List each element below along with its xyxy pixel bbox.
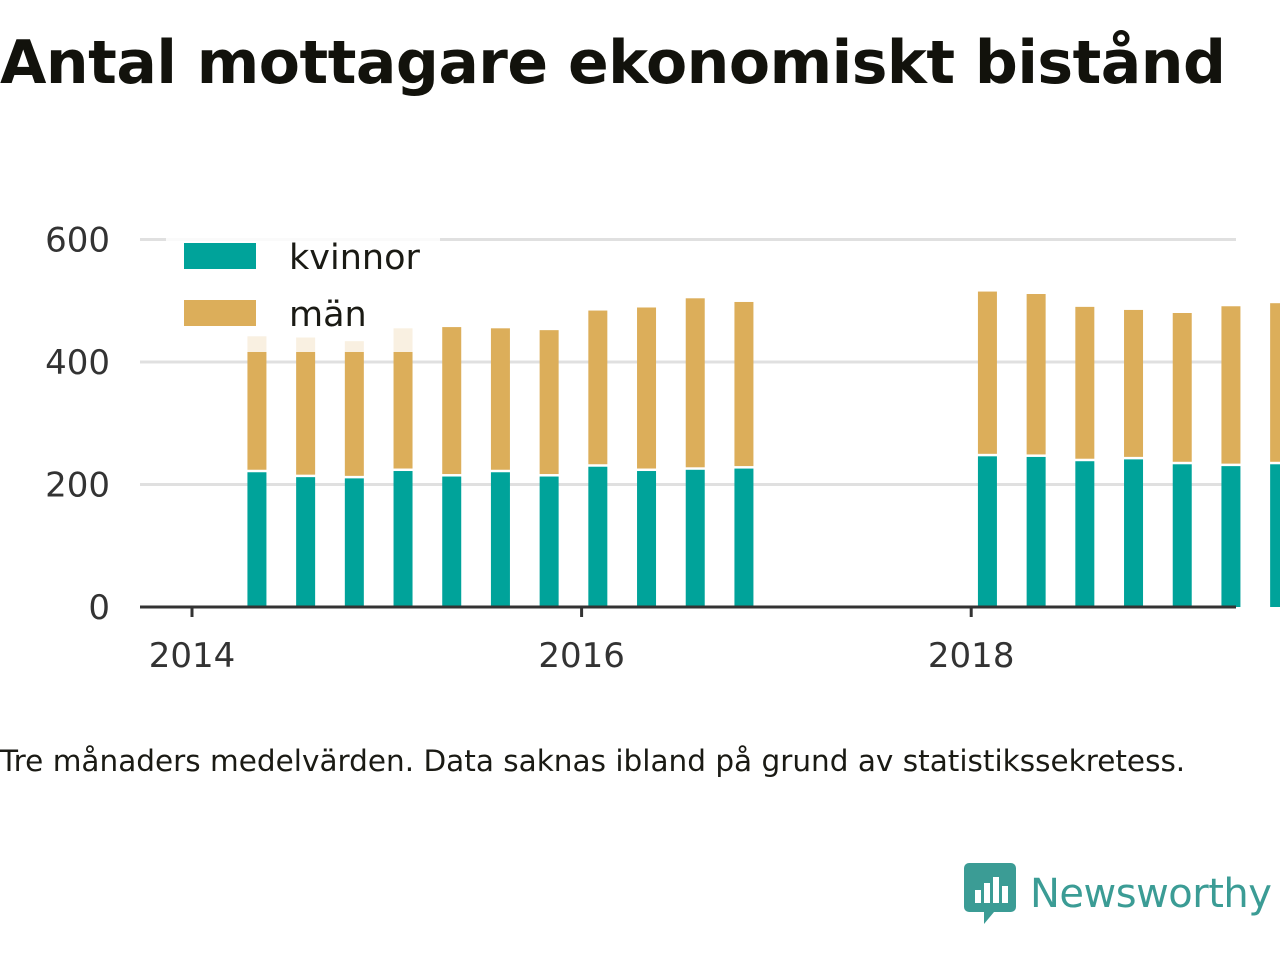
bar-kvinnor <box>1270 464 1280 607</box>
y-tick-label: 0 <box>88 588 110 628</box>
bar-man <box>539 330 559 475</box>
bar-kvinnor <box>1221 466 1241 607</box>
footnote: Tre månaders medelvärden. Data saknas ib… <box>0 744 1186 778</box>
bar-kvinnor <box>1075 461 1095 607</box>
y-tick-label: 200 <box>45 466 110 506</box>
bar-man <box>296 337 316 475</box>
bar-kvinnor <box>1124 459 1144 607</box>
bar-kvinnor <box>539 476 559 607</box>
bar-man <box>1172 313 1192 462</box>
brand-name: Newsworthy <box>1030 871 1272 917</box>
bar-man <box>637 307 657 469</box>
bar-man <box>1221 306 1241 464</box>
bar-man <box>490 328 510 470</box>
bar-man <box>977 291 997 454</box>
bar-kvinnor <box>1026 456 1046 607</box>
axes: 0200400600201420162018202020222024 <box>45 221 1236 676</box>
bar-kvinnor <box>637 471 657 607</box>
bar-man <box>344 341 364 476</box>
bar-man <box>588 310 608 465</box>
bar-kvinnor <box>685 469 705 607</box>
bar-man <box>1124 309 1144 457</box>
bar-kvinnor <box>1172 464 1192 607</box>
legend-label: män <box>289 295 367 335</box>
brand: Newsworthy <box>964 862 1272 926</box>
bar-man <box>1026 294 1046 455</box>
bar-man <box>393 328 413 469</box>
x-tick-label: 2014 <box>149 636 236 676</box>
y-tick-label: 400 <box>45 343 110 383</box>
legend-label: kvinnor <box>289 238 420 278</box>
bar-man <box>247 336 267 470</box>
x-tick-label: 2016 <box>538 636 625 676</box>
bar-kvinnor <box>490 472 510 607</box>
legend: kvinnor män <box>166 226 440 352</box>
bar-man <box>734 301 754 467</box>
bars <box>247 291 1280 607</box>
chart-title: Antal mottagare ekonomiskt bistånd <box>0 28 1226 98</box>
bar-kvinnor <box>734 468 754 607</box>
legend-swatch <box>184 300 256 326</box>
bar-kvinnor <box>588 466 608 607</box>
x-tick-label: 2018 <box>928 636 1015 676</box>
bar-kvinnor <box>442 476 462 607</box>
legend-swatch <box>184 243 256 269</box>
bar-kvinnor <box>247 472 267 607</box>
bar-man <box>442 327 462 475</box>
stacked-bar-chart: 0200400600201420162018202020222024 kvinn… <box>45 221 1280 676</box>
bar-man <box>1270 303 1280 462</box>
bar-kvinnor <box>344 478 364 607</box>
bar-kvinnor <box>977 456 997 607</box>
bar-man <box>1075 306 1095 459</box>
bar-kvinnor <box>296 477 316 607</box>
bar-man <box>685 298 705 468</box>
bar-kvinnor <box>393 471 413 607</box>
y-tick-label: 600 <box>45 221 110 261</box>
newsworthy-logo-icon <box>964 863 1016 924</box>
